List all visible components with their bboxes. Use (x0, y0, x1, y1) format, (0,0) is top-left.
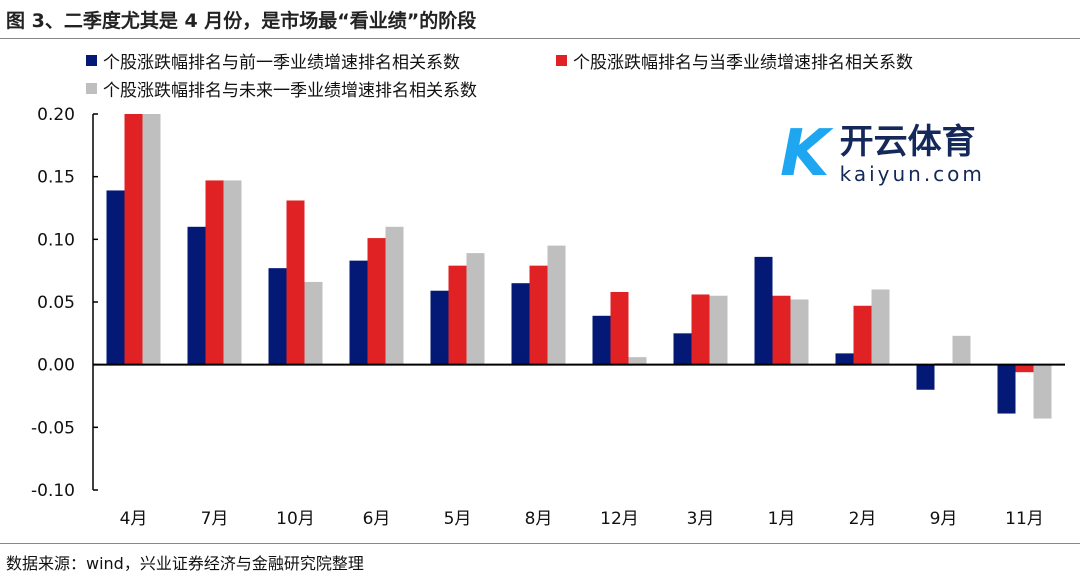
bar-9月-series-3 (952, 335, 971, 365)
bar-2月-series-1 (835, 353, 854, 365)
bar-7月-series-2 (205, 180, 224, 365)
source-note: 数据来源：wind，兴业证券经济与金融研究院整理 (6, 554, 364, 573)
bar-7月-series-3 (223, 180, 242, 365)
legend-label: 个股涨跌幅排名与当季业绩增速排名相关系数 (573, 53, 913, 73)
y-tick-label: 0.05 (37, 293, 75, 313)
x-tick-label: 2月 (849, 509, 877, 529)
x-tick-label: 8月 (525, 509, 553, 529)
legend-item-current-quarter: 个股涨跌幅排名与当季业绩增速排名相关系数 (556, 48, 913, 73)
y-tick-label: 0.20 (37, 105, 75, 125)
bar-10月-series-3 (304, 281, 323, 365)
legend-swatch-navy (86, 55, 97, 66)
bar-10月-series-1 (268, 268, 287, 365)
x-tick-label: 9月 (930, 509, 958, 529)
legend-label: 个股涨跌幅排名与前一季业绩增速排名相关系数 (103, 53, 460, 73)
bar-5月-series-1 (430, 290, 449, 365)
bar-3月-series-1 (673, 333, 692, 365)
watermark-mark: K (780, 117, 830, 191)
x-tick-label: 11月 (1005, 509, 1044, 529)
legend-swatch-gray (86, 83, 97, 94)
bar-12月-series-3 (628, 357, 647, 365)
bar-5月-series-3 (466, 253, 485, 365)
bar-2月-series-3 (871, 289, 890, 365)
bar-5月-series-2 (448, 265, 467, 365)
bar-11月-series-2 (1015, 364, 1034, 373)
bar-6月-series-1 (349, 260, 368, 365)
legend-item-next-quarter: 个股涨跌幅排名与未来一季业绩增速排名相关系数 (86, 76, 477, 101)
x-tick-label: 7月 (201, 509, 229, 529)
x-tick-label: 1月 (768, 509, 796, 529)
x-tick-label: 5月 (444, 509, 472, 529)
x-tick-label: 6月 (363, 509, 391, 529)
bar-11月-series-1 (997, 364, 1016, 414)
bar-4月-series-2 (124, 114, 143, 365)
x-tick-label: 4月 (120, 509, 148, 529)
bar-12月-series-1 (592, 315, 611, 365)
y-tick-label: 0.10 (37, 230, 75, 250)
bar-1月-series-3 (790, 299, 809, 365)
bar-2月-series-2 (853, 305, 872, 365)
legend-swatch-red (556, 55, 567, 66)
y-tick-label: -0.05 (31, 418, 75, 438)
x-tick-label: 3月 (687, 509, 715, 529)
bar-10月-series-2 (286, 200, 305, 365)
source-divider (0, 543, 1080, 544)
legend-item-prev-quarter: 个股涨跌幅排名与前一季业绩增速排名相关系数 (86, 48, 460, 73)
y-tick-label: -0.10 (31, 481, 75, 501)
legend-label: 个股涨跌幅排名与未来一季业绩增速排名相关系数 (103, 81, 477, 101)
x-tick-label: 12月 (600, 509, 639, 529)
bar-6月-series-3 (385, 226, 404, 365)
bar-4月-series-1 (106, 190, 125, 365)
title-divider (0, 38, 1080, 39)
bar-3月-series-2 (691, 294, 710, 365)
bar-1月-series-1 (754, 256, 773, 365)
y-tick-label: 0.00 (37, 356, 75, 376)
chart-title: 图 3、二季度尤其是 4 月份，是市场最“看业绩”的阶段 (6, 10, 477, 32)
watermark-en: kaiyun.com (839, 162, 985, 186)
bar-7月-series-1 (187, 226, 206, 365)
bar-1月-series-2 (772, 295, 791, 365)
y-tick-label: 0.15 (37, 168, 75, 188)
bar-8月-series-2 (529, 265, 548, 365)
bar-3月-series-3 (709, 295, 728, 365)
bar-8月-series-3 (547, 245, 566, 365)
x-tick-label: 10月 (276, 509, 315, 529)
bar-11月-series-3 (1033, 364, 1052, 419)
bar-8月-series-1 (511, 283, 530, 365)
watermark-cn: 开云体育 (839, 122, 976, 162)
watermark-logo: K 开云体育 kaiyun.com (780, 118, 985, 190)
bar-12月-series-2 (610, 291, 629, 365)
bar-9月-series-1 (916, 364, 935, 390)
bar-6月-series-2 (367, 238, 386, 365)
bar-4月-series-3 (142, 114, 161, 365)
